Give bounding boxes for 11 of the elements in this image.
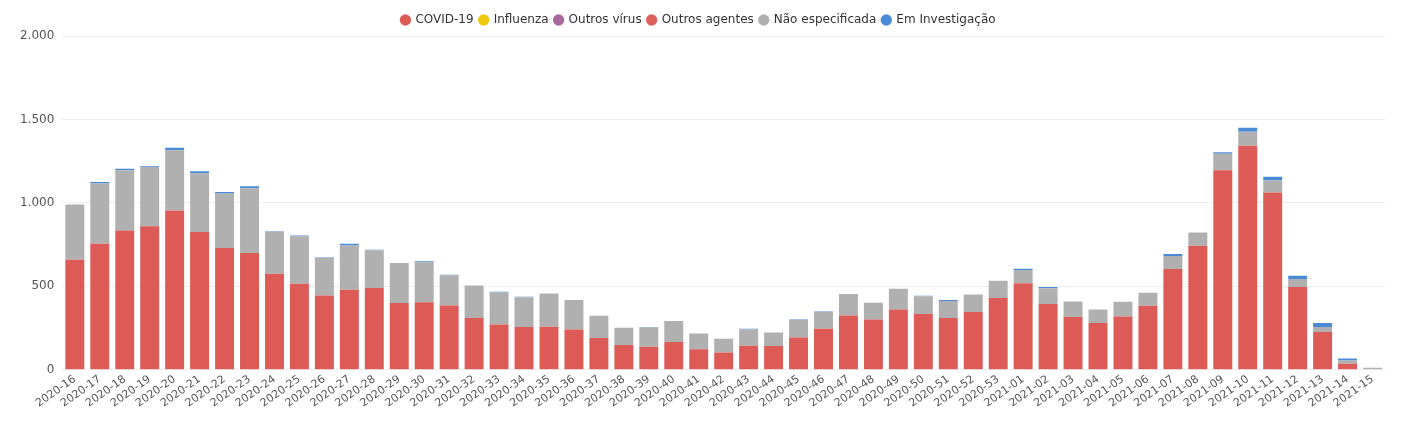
legend-label: Outros vírus [568,12,642,27]
y-tick-label: 1.500 [19,111,55,126]
legend-label: Não especificada [773,12,877,27]
y-tick-label: 2.000 [19,28,55,43]
legend-label: Em Investigação [896,12,996,27]
y-tick-label: 500 [31,278,55,293]
y-tick-label: 1.000 [19,195,55,210]
legend-label: COVID-19 [415,12,474,27]
y-tick-label: 0 [46,361,55,376]
legend-label: Influenza [493,12,549,27]
legend-label: Outros agentes [661,12,754,27]
